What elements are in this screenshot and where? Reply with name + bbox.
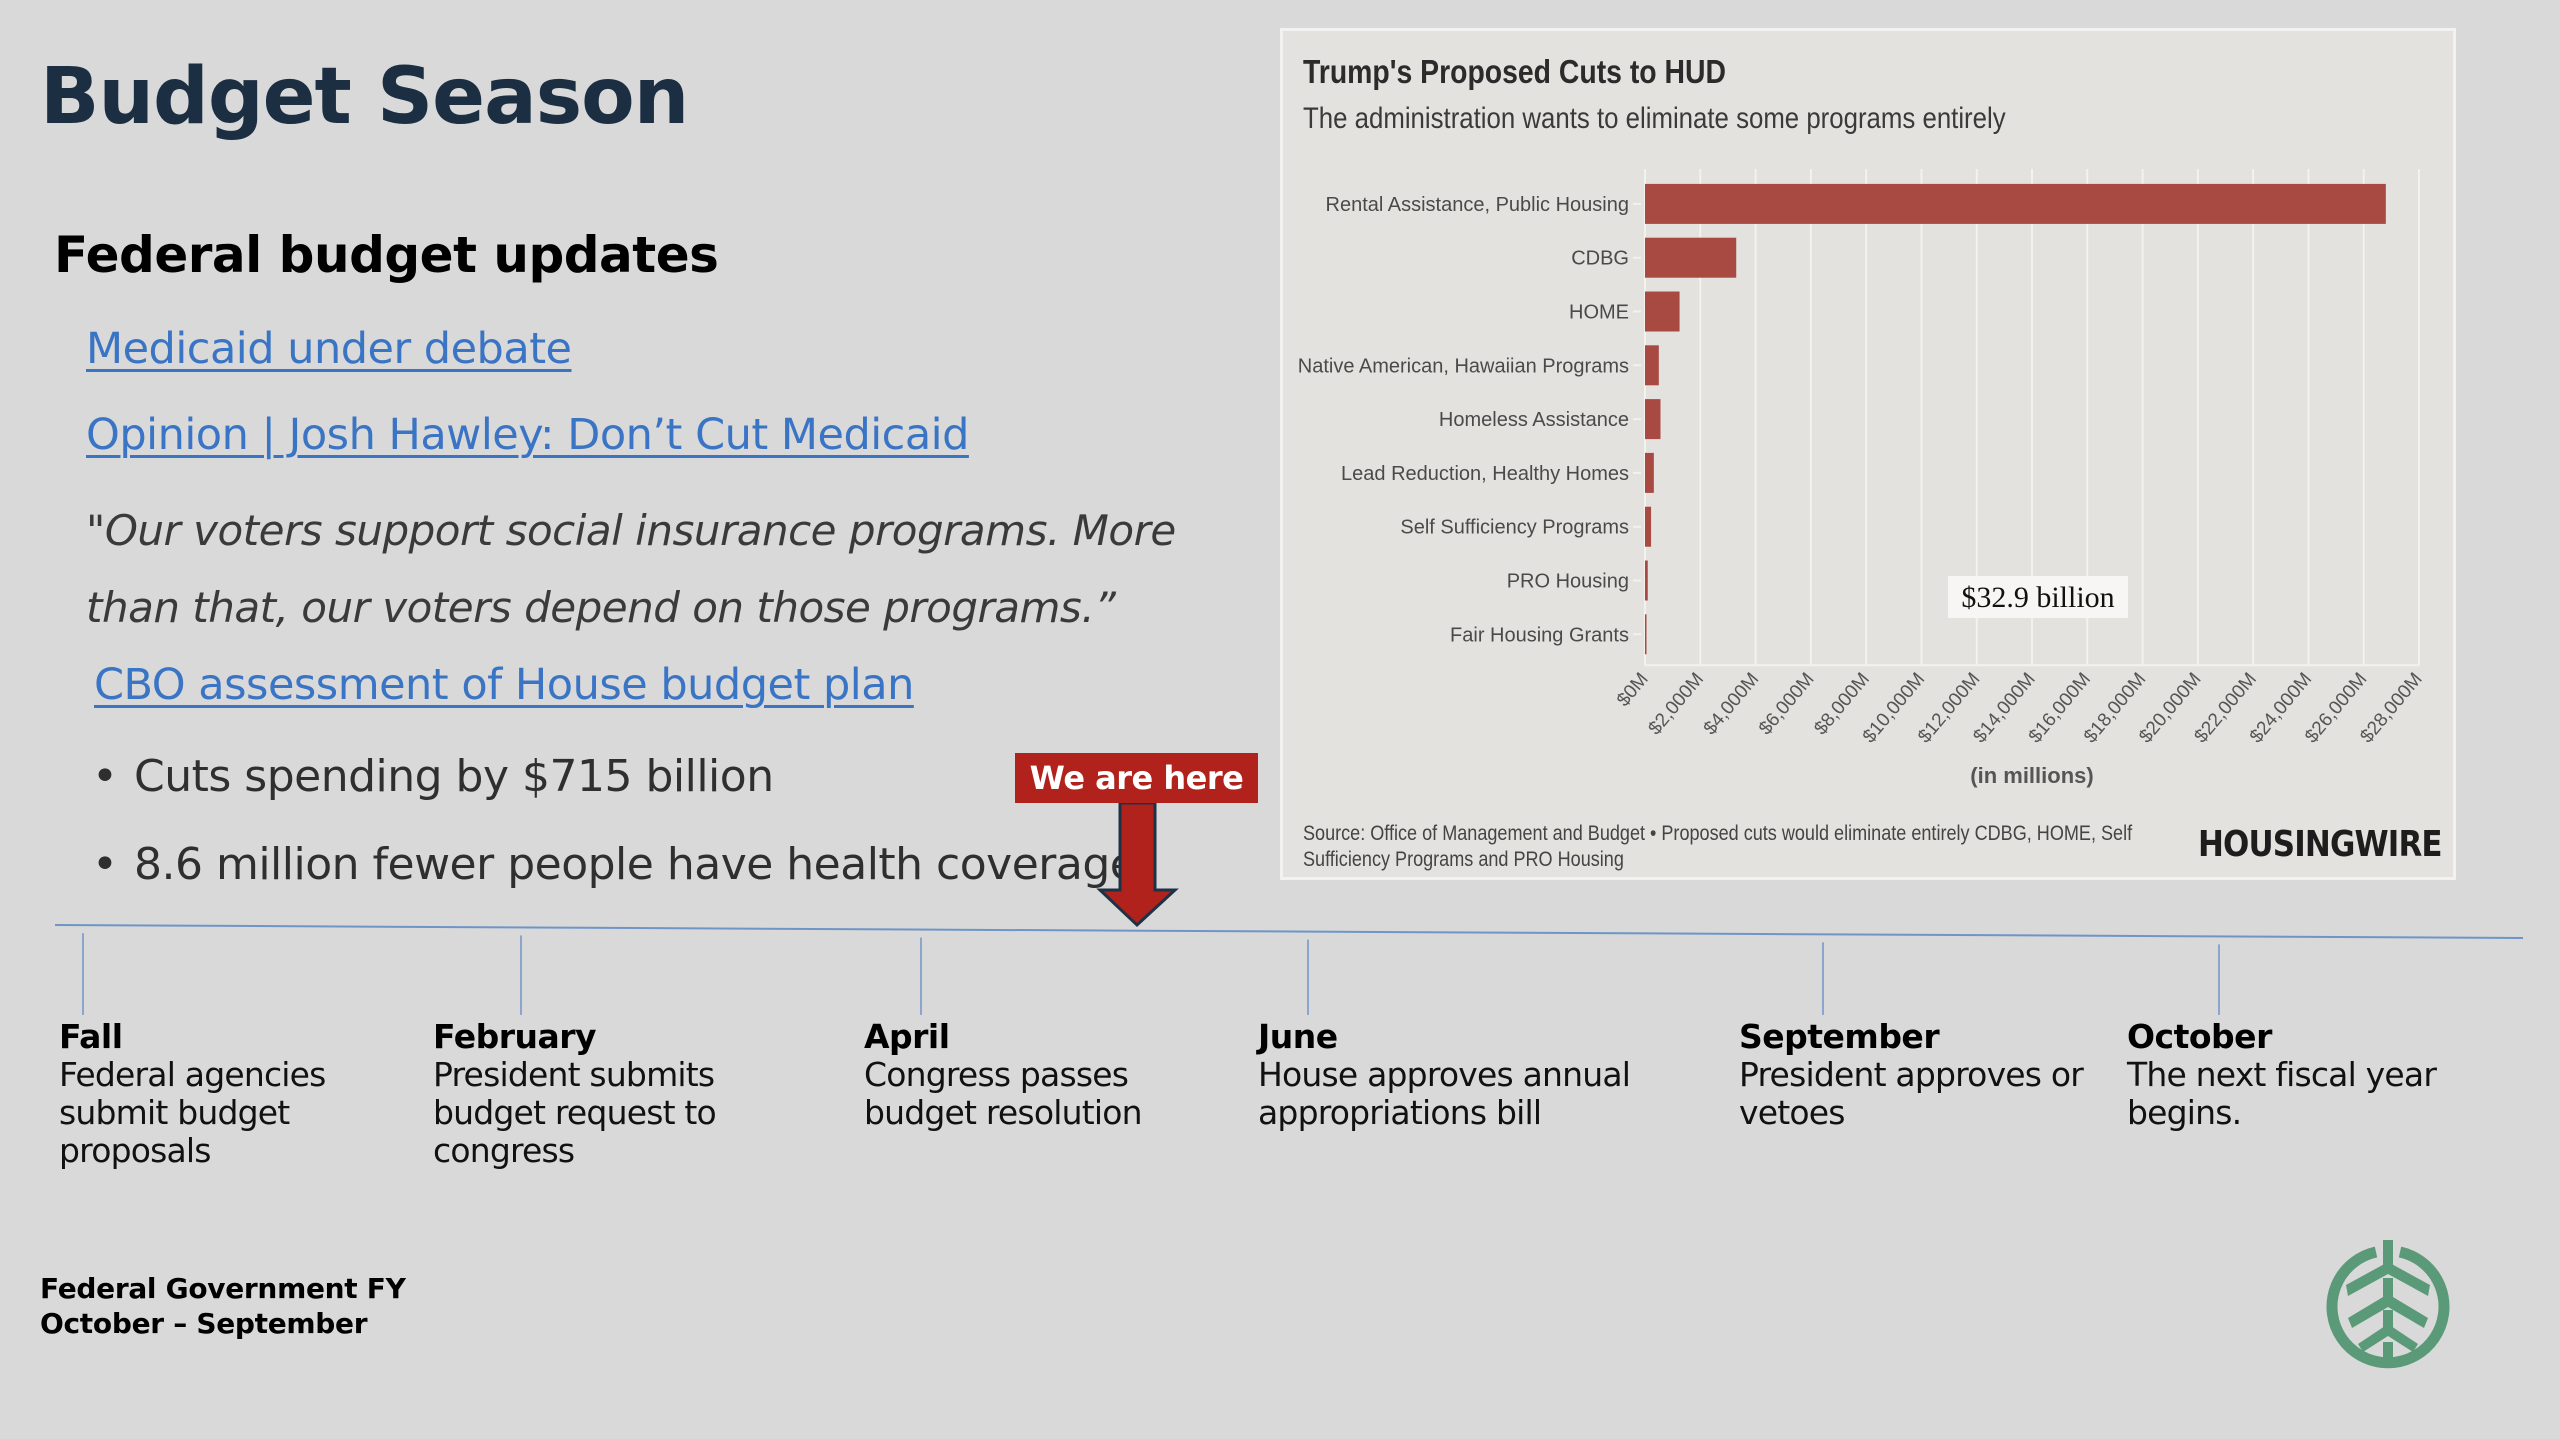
timeline-axis: [54, 924, 2524, 939]
category-label: Self Sufficiency Programs: [1400, 517, 1629, 539]
bullet-item: • 8.6 million fewer people have health co…: [92, 833, 1137, 921]
hud-cuts-chart: $0M $2,000M $4,000M $6,000M $8,000M $10,000M $…: [1280, 28, 2456, 880]
section-heading: Federal budget updates: [54, 226, 719, 284]
bar: [1645, 345, 1659, 386]
chart-title: Trump's Proposed Cuts to HUD: [1303, 53, 1727, 90]
timeline-month: Fall: [59, 1017, 123, 1056]
chart-subtitle: The administration wants to eliminate so…: [1303, 102, 2006, 135]
bar: [1645, 506, 1652, 547]
category-label: Homeless Assistance: [1439, 409, 1629, 431]
bar: [1645, 560, 1648, 601]
bar: [1645, 399, 1661, 440]
fiscal-year-note: Federal Government FY October – Septembe…: [40, 1271, 406, 1341]
category-label: PRO Housing: [1507, 571, 1629, 593]
annotation-total: $32.9 billion: [1961, 581, 2114, 614]
timeline-item-fall: Fall Federal agencies submit budget prop…: [59, 1018, 389, 1170]
timeline-item-april: April Congress passes budget resolution: [864, 1018, 1194, 1132]
timeline-item-october: October The next fiscal year begins.: [2127, 1018, 2457, 1132]
timeline-desc: House approves annual appropriations bil…: [1258, 1055, 1631, 1132]
category-label: Fair Housing Grants: [1450, 624, 1629, 646]
timeline-desc: President submits budget request to cong…: [433, 1055, 717, 1170]
we-are-here-arrow-icon: [1096, 801, 1179, 928]
timeline-desc: Federal agencies submit budget proposals: [59, 1055, 326, 1170]
timeline-ticks: [82, 933, 2220, 1015]
timeline-item-september: September President approves or vetoes: [1739, 1017, 2084, 1132]
link-cbo-assessment[interactable]: CBO assessment of House budget plan: [94, 660, 914, 710]
bullet-dot-icon: •: [92, 751, 118, 802]
link-hawley-opinion[interactable]: Opinion | Josh Hawley: Don’t Cut Medicai…: [86, 410, 969, 460]
category-label: Native American, Hawaiian Programs: [1298, 355, 1629, 377]
timeline-month: April: [864, 1017, 950, 1056]
x-axis-title: (in millions): [1970, 763, 2093, 788]
annotation-box: [1948, 576, 2128, 618]
fiscal-year-note-line2: October – September: [40, 1307, 368, 1340]
timeline-month: February: [433, 1017, 597, 1056]
timeline-desc: The next fiscal year begins.: [2127, 1055, 2437, 1132]
bar: [1645, 291, 1680, 332]
link-medicaid-under-debate[interactable]: Medicaid under debate: [86, 324, 572, 374]
timeline-item-february: February President submits budget reques…: [433, 1018, 763, 1170]
bullet-text: Cuts spending by $715 billion: [134, 751, 774, 802]
category-label: Rental Assistance, Public Housing: [1326, 194, 1630, 216]
category-label: Lead Reduction, Healthy Homes: [1341, 463, 1629, 485]
timeline-month: September: [1739, 1017, 1940, 1056]
bar: [1645, 452, 1654, 493]
housingwire-logo: HOUSINGWIRE: [2198, 824, 2443, 865]
page-title: Budget Season: [40, 52, 689, 142]
chart-canvas: $0M$2,000M$4,000M$6,000M$8,000M$10,000M$…: [1298, 169, 2427, 788]
bullet-dot-icon: •: [92, 839, 118, 890]
bar: [1645, 614, 1647, 655]
bar: [1645, 183, 2386, 224]
fiscal-year-note-line1: Federal Government FY: [40, 1272, 406, 1305]
category-label: HOME: [1569, 302, 1629, 324]
category-label: CDBG: [1571, 248, 1629, 270]
timeline-month: October: [2127, 1017, 2272, 1056]
cbo-bullet-list: • Cuts spending by $715 billion • 8.6 mill…: [92, 745, 1137, 921]
bar: [1645, 237, 1737, 278]
hawley-quote: "Our voters support social insurance pro…: [86, 506, 1176, 632]
timeline-month: June: [1258, 1017, 1338, 1056]
bullet-item: • Cuts spending by $715 billion: [92, 745, 1136, 833]
timeline-item-june: June House approves annual appropriation…: [1258, 1017, 1631, 1132]
timeline-desc: President approves or vetoes: [1739, 1055, 2084, 1132]
chart-source: Source: Office of Management and Budget …: [1303, 822, 2133, 871]
tree-circle-logo-icon: [2326, 1240, 2450, 1369]
we-are-here-label: We are here: [1015, 753, 1258, 803]
timeline-desc: Congress passes budget resolution: [864, 1055, 1143, 1132]
bullet-text: 8.6 million fewer people have health cov…: [134, 839, 1137, 890]
